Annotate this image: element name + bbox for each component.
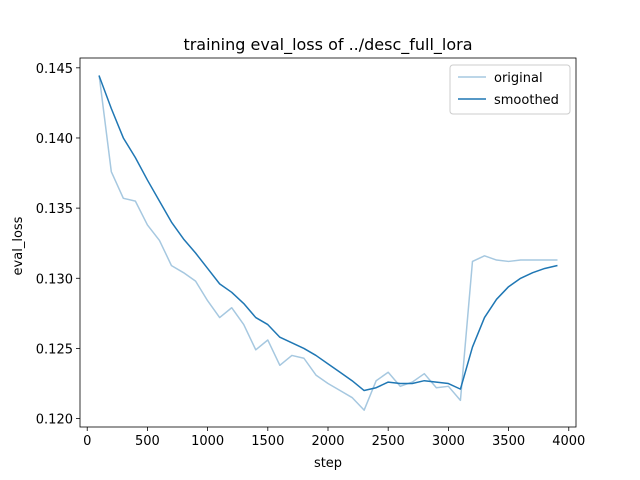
x-tick-label: 2500	[372, 434, 405, 449]
x-axis-label: step	[314, 456, 342, 471]
x-tick-label: 0	[83, 434, 91, 449]
y-tick-label: 0.130	[36, 272, 73, 287]
y-axis-label: eval_loss	[11, 216, 26, 275]
legend: original smoothed	[449, 64, 571, 115]
x-tick-label: 3000	[432, 434, 465, 449]
y-tick-label: 0.145	[36, 62, 73, 77]
x-tick-label: 2000	[311, 434, 344, 449]
y-tick-label: 0.140	[36, 132, 73, 147]
axes-layer: 0 500 1000 1500 2000 2500 3000 3500 4000 0.120 0.1…	[36, 57, 585, 449]
x-tick-label: 4000	[552, 434, 585, 449]
x-tick-label: 1500	[251, 434, 284, 449]
series-layer	[98, 75, 558, 411]
x-tick-label: 1000	[191, 434, 224, 449]
x-tick-label: 3500	[492, 434, 525, 449]
series-line-original	[98, 75, 558, 411]
legend-label-original: original	[494, 71, 543, 86]
x-tick-label: 500	[135, 434, 160, 449]
chart-title: training eval_loss of ../desc_full_lora	[183, 35, 472, 55]
series-line-smoothed	[98, 75, 558, 392]
y-tick-label: 0.135	[36, 202, 73, 217]
y-tick-label: 0.125	[36, 342, 73, 357]
legend-label-smoothed: smoothed	[494, 93, 559, 108]
y-tick-label: 0.120	[36, 413, 73, 428]
